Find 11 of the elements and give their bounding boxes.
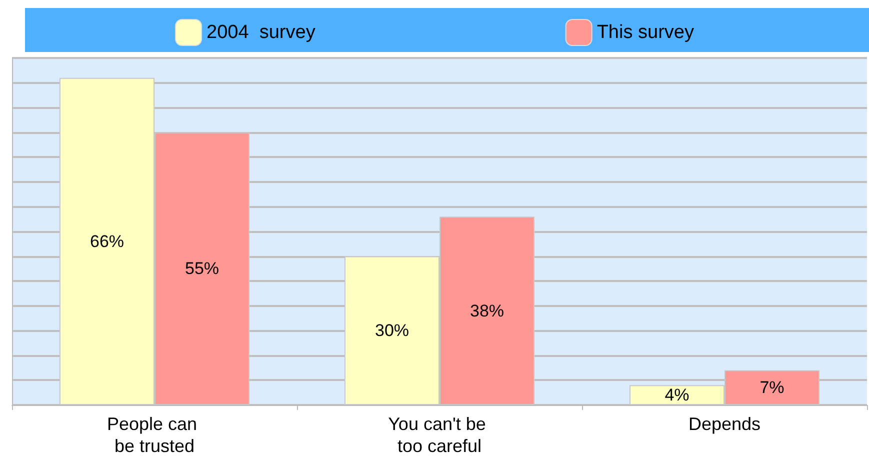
data-label: 7% — [760, 378, 784, 398]
data-label: 38% — [470, 301, 504, 320]
legend-label: 2004 survey — [206, 22, 316, 43]
data-label: 30% — [374, 321, 410, 340]
data-label: 66% — [90, 232, 124, 251]
data-label: 55% — [184, 259, 220, 278]
x-tick-label: People can be trusted — [106, 414, 202, 456]
x-tick-label: Depends — [688, 414, 761, 434]
legend-label: This survey — [596, 22, 694, 43]
data-label: 4% — [664, 386, 690, 405]
x-tick-label: You can't be too careful — [388, 414, 491, 456]
